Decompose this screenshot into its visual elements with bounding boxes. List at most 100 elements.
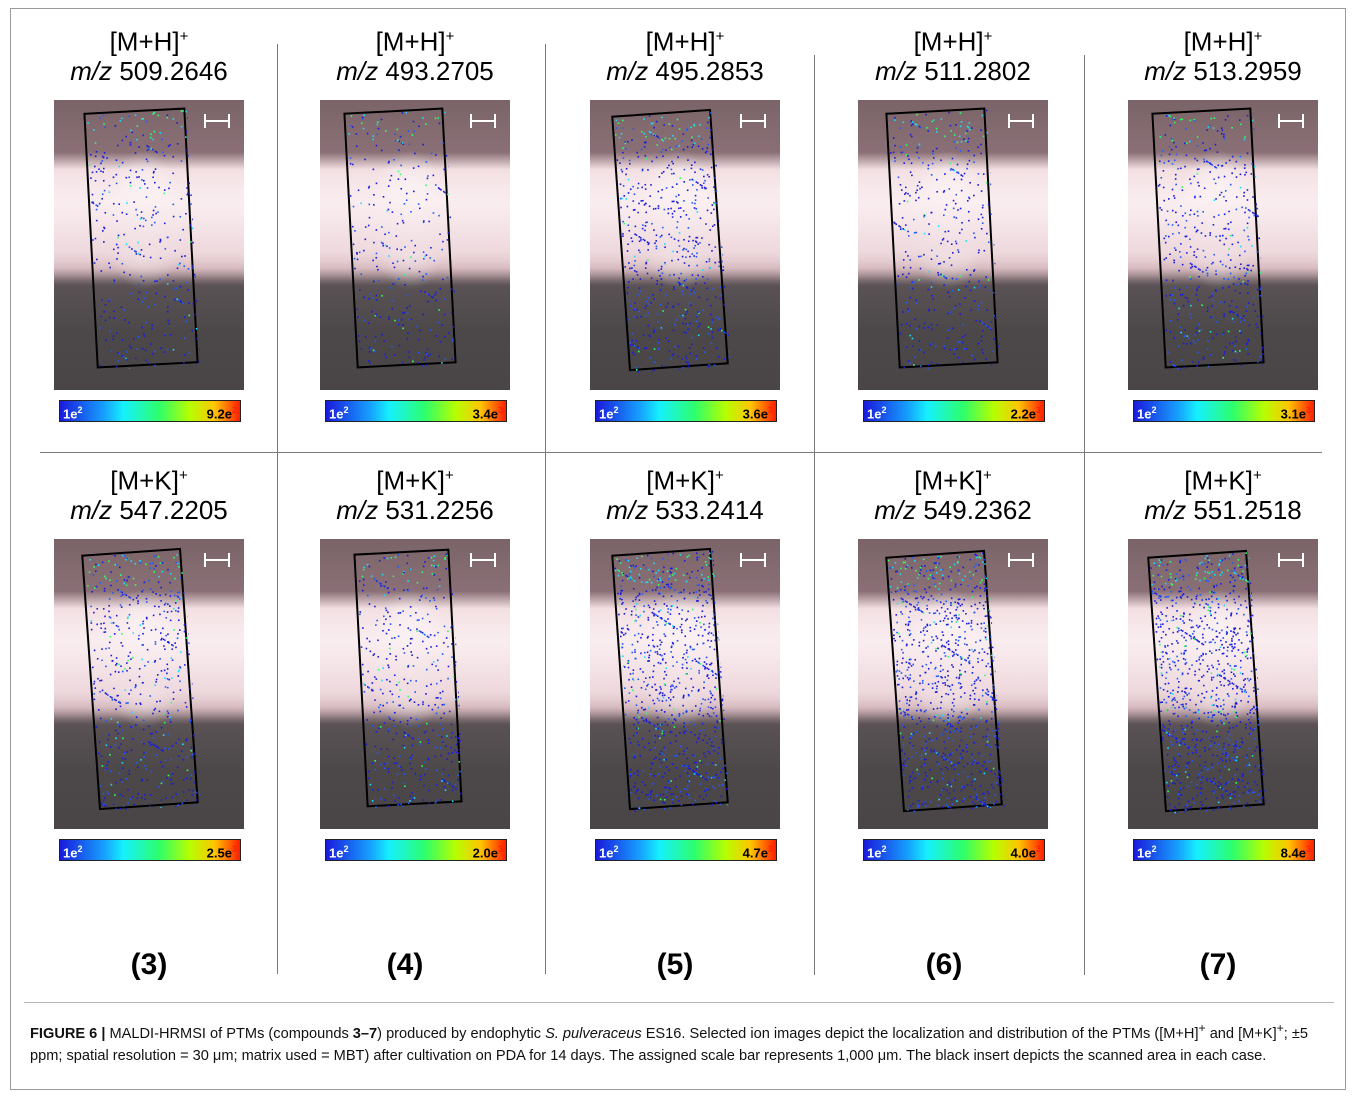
signal-dot	[381, 679, 383, 682]
signal-dot	[957, 209, 959, 211]
signal-dot	[1239, 245, 1242, 248]
signal-dot	[678, 591, 680, 594]
signal-dot	[707, 706, 710, 708]
signal-dot	[623, 612, 626, 615]
signal-dot	[1180, 205, 1182, 207]
signal-dot	[941, 789, 943, 792]
signal-dot	[146, 160, 149, 163]
signal-dot	[985, 276, 988, 278]
signal-dot	[633, 255, 636, 258]
signal-dot	[375, 182, 378, 185]
signal-dot	[674, 719, 677, 722]
signal-dot	[688, 366, 690, 368]
signal-dot	[166, 672, 168, 675]
signal-dot	[418, 619, 420, 621]
signal-dot	[614, 567, 617, 570]
signal-dot	[658, 610, 660, 613]
signal-dot	[663, 694, 666, 697]
signal-dot	[1243, 191, 1246, 194]
signal-dot	[441, 362, 443, 364]
sample-tissue	[54, 609, 244, 719]
signal-dot	[981, 114, 984, 117]
signal-dot	[1186, 297, 1189, 300]
signal-dot	[451, 800, 454, 803]
signal-dot	[100, 627, 103, 630]
signal-dot	[387, 767, 390, 770]
signal-dot	[710, 166, 713, 169]
signal-dot	[686, 785, 689, 787]
signal-dot	[691, 709, 694, 712]
signal-dot	[681, 609, 684, 611]
signal-dot	[650, 131, 652, 134]
signal-dot	[129, 144, 132, 146]
signal-dot	[395, 658, 397, 661]
signal-dot	[136, 797, 139, 800]
signal-dot	[180, 301, 183, 303]
signal-dot	[375, 624, 377, 626]
signal-dot	[982, 735, 985, 738]
signal-dot	[368, 293, 371, 296]
signal-dot	[403, 735, 406, 738]
signal-dot	[621, 579, 624, 582]
signal-dot	[716, 658, 719, 660]
signal-dot	[665, 796, 668, 799]
signal-dot	[358, 289, 361, 291]
signal-dot	[684, 687, 687, 690]
signal-dot	[186, 769, 189, 772]
signal-dot	[725, 295, 728, 298]
signal-dot	[388, 160, 390, 163]
signal-dot	[1217, 176, 1220, 179]
signal-dot	[970, 622, 973, 624]
signal-dot	[983, 558, 985, 561]
signal-dot	[951, 277, 954, 280]
signal-dot	[154, 628, 157, 631]
signal-dot	[425, 587, 428, 589]
signal-dot	[396, 260, 399, 263]
signal-dot	[704, 628, 707, 631]
signal-dot	[149, 343, 152, 345]
signal-dot	[383, 762, 386, 765]
signal-dot	[93, 680, 96, 683]
signal-dot	[397, 635, 400, 638]
signal-dot	[718, 671, 720, 673]
signal-dot	[683, 764, 686, 767]
signal-dot	[911, 556, 914, 559]
signal-dot	[971, 648, 973, 651]
signal-dot	[652, 633, 654, 636]
signal-dot	[1178, 307, 1180, 310]
signal-dot	[713, 776, 716, 779]
signal-dot	[174, 249, 176, 252]
signal-dot	[983, 607, 985, 610]
signal-dot	[980, 190, 983, 192]
signal-dot	[412, 190, 415, 193]
signal-dot	[405, 111, 408, 114]
signal-dot	[418, 329, 421, 332]
signal-dot	[930, 661, 932, 664]
signal-dot	[911, 643, 914, 646]
signal-dot	[712, 573, 714, 575]
signal-dot	[944, 684, 947, 686]
signal-dot	[924, 322, 926, 325]
signal-dot	[926, 604, 928, 607]
signal-dot	[1186, 343, 1188, 345]
signal-dot	[957, 729, 960, 732]
signal-dot	[912, 663, 915, 666]
signal-dot	[957, 722, 960, 724]
signal-dot	[947, 329, 950, 331]
signal-dot	[172, 698, 175, 700]
signal-dot	[658, 348, 660, 351]
signal-dot	[176, 554, 179, 556]
signal-dot	[967, 141, 969, 143]
signal-dot	[634, 782, 637, 785]
signal-dot	[640, 555, 643, 558]
signal-dot	[378, 559, 381, 562]
signal-dot	[681, 765, 684, 767]
signal-dot	[682, 249, 684, 251]
signal-dot	[1251, 211, 1254, 214]
signal-dot	[375, 580, 378, 582]
signal-dot	[995, 699, 998, 702]
signal-dot	[689, 646, 692, 649]
signal-dot	[154, 206, 157, 208]
signal-dot	[1160, 154, 1163, 157]
signal-dot	[918, 348, 921, 351]
